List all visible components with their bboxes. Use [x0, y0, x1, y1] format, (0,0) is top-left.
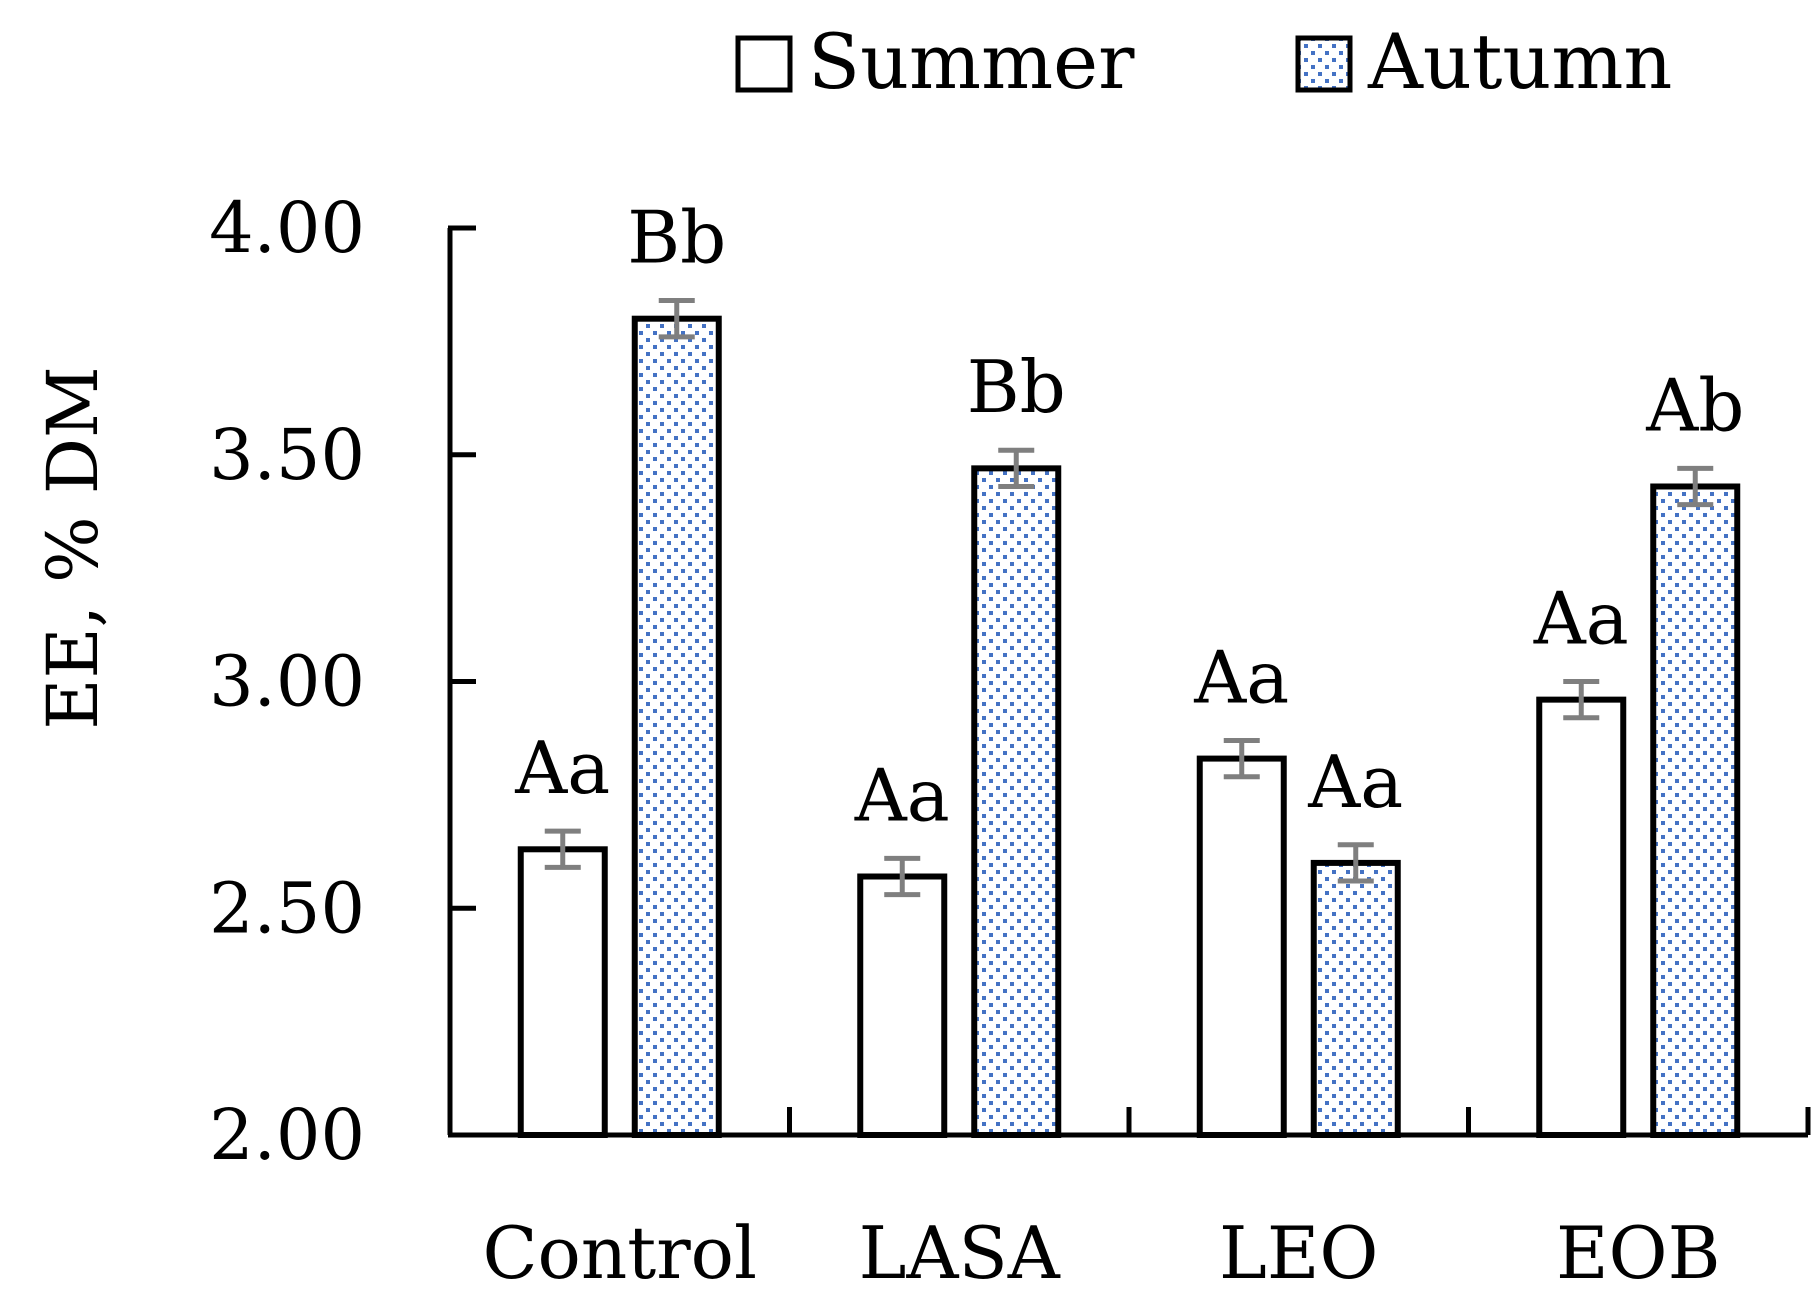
bar-summer-lasa — [857, 873, 948, 1138]
bar-autumn-control — [631, 315, 722, 1138]
bar-summer-leo — [1196, 755, 1287, 1138]
legend: Summer Autumn — [735, 17, 1672, 106]
bar-autumn-leo — [1310, 859, 1401, 1139]
significance-label: Aa — [514, 726, 610, 810]
bar-autumn-lasa — [971, 465, 1062, 1139]
error-bars — [544, 298, 1714, 898]
legend-swatch-summer — [735, 35, 793, 93]
bar-summer-eob — [1536, 696, 1627, 1138]
significance-label: Aa — [1193, 635, 1289, 719]
legend-label-summer: Summer — [808, 17, 1135, 106]
y-tick-label: 4.00 — [209, 187, 365, 269]
y-tick-label: 2.50 — [209, 867, 365, 949]
significance-label: Ab — [1645, 363, 1744, 447]
significance-label: Aa — [1533, 577, 1629, 661]
category-label-control: Control — [482, 1211, 757, 1295]
bars — [517, 315, 1741, 1139]
significance-label: Aa — [1307, 740, 1403, 824]
y-tick-label: 3.50 — [209, 414, 365, 496]
y-tick-label: 3.00 — [209, 641, 365, 723]
bar-autumn-eob — [1650, 483, 1741, 1138]
y-axis-ticks: 2.00 2.50 3.00 3.50 4.00 — [209, 187, 476, 1176]
significance-label: Aa — [854, 753, 950, 837]
significance-label: Bb — [627, 196, 726, 280]
y-axis-label: EE, % DM — [32, 366, 114, 729]
x-axis-category-labels: Control LASA LEO EOB — [482, 1211, 1720, 1295]
category-label-lasa: LASA — [859, 1211, 1061, 1295]
legend-label-autumn: Autumn — [1367, 17, 1672, 106]
category-label-leo: LEO — [1219, 1211, 1378, 1295]
significance-label: Bb — [967, 345, 1066, 429]
bar-summer-control — [517, 846, 608, 1138]
y-tick-label: 2.00 — [209, 1094, 365, 1176]
legend-swatch-autumn — [1295, 35, 1353, 93]
category-label-eob: EOB — [1556, 1211, 1721, 1295]
